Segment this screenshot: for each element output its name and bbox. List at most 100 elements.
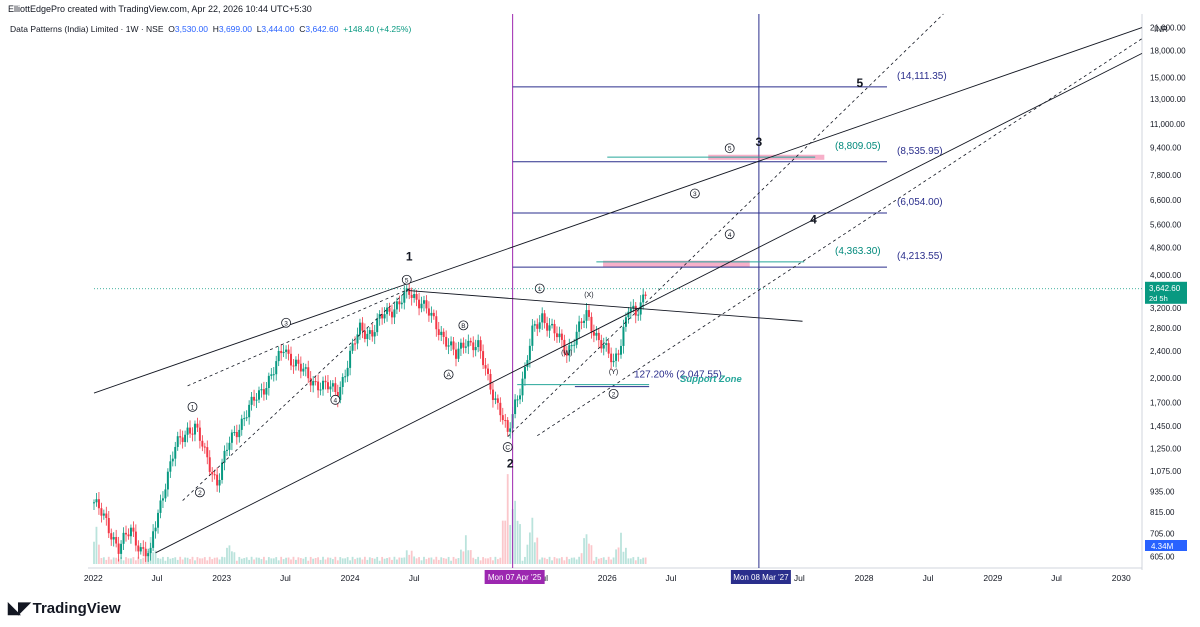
volume-bar (130, 558, 132, 564)
volume-bar (102, 557, 105, 564)
candle-body (100, 508, 103, 516)
y-tick-label: 1,700.00 (1150, 398, 1182, 407)
volume-bar (381, 556, 384, 564)
volume-bar (356, 557, 359, 564)
volume-bar (196, 557, 199, 564)
candle-body (134, 531, 137, 546)
candle-body (425, 300, 428, 309)
candle-body (344, 376, 347, 378)
candle-body (602, 345, 605, 349)
volume-bar (142, 557, 145, 564)
candle-body (275, 361, 278, 375)
low-value: 3,444.00 (261, 24, 295, 34)
candle-body (149, 547, 152, 554)
volume-bar (487, 558, 489, 564)
wave-circle (724, 143, 735, 154)
volume-bar (115, 557, 118, 564)
volume-bar (408, 554, 411, 564)
candle-body (142, 547, 145, 549)
volume-bar (477, 556, 480, 564)
date-marker-badge (484, 570, 545, 584)
candle-body (403, 291, 406, 303)
candle-body (457, 348, 460, 359)
candle-body (484, 365, 487, 369)
change-value: +148.40 (+4.25%) (343, 24, 412, 34)
wave-circle (502, 442, 513, 452)
candle-body (154, 527, 157, 532)
volume-bar (432, 559, 435, 564)
volume-bar (317, 557, 319, 564)
candle-body (297, 359, 300, 364)
volume-bar (290, 559, 292, 564)
volume-bar (110, 559, 113, 564)
volume-bar (363, 556, 366, 564)
wave-label: 3 (756, 135, 763, 149)
channel-line (408, 290, 803, 322)
volume-bar (157, 558, 159, 564)
volume-bar (201, 558, 204, 564)
tradingview-logo[interactable]: ◣◤ TradingView (8, 598, 121, 618)
last-price-badge (1145, 281, 1187, 304)
candle-body (452, 341, 455, 350)
y-tick-label: 3,200.00 (1150, 304, 1182, 313)
volume-bar (472, 557, 475, 564)
volume-bar (607, 556, 610, 564)
volume-bar (265, 560, 268, 564)
candle-body (390, 311, 393, 318)
volume-bar (344, 558, 347, 564)
candle-body (371, 330, 374, 337)
candle-body (137, 545, 140, 552)
candle-body (115, 537, 118, 544)
candle-body (93, 502, 95, 504)
candle-body (102, 513, 105, 516)
candle-body (331, 383, 334, 387)
volume-bar (435, 556, 438, 564)
candle-body (595, 332, 598, 336)
volume-bar (368, 557, 371, 564)
candle-body (600, 340, 603, 349)
wave-paren-label: (W) (561, 350, 572, 357)
volume-bar (568, 559, 571, 564)
candle-body (351, 343, 354, 351)
y-tick-label: 1,250.00 (1150, 444, 1182, 453)
volume-bar (526, 544, 529, 564)
candle-body (555, 333, 558, 338)
dashed-channel-line (187, 288, 411, 387)
candle-body (523, 366, 526, 379)
volume-bar (622, 551, 625, 564)
candle-body (519, 395, 522, 400)
volume-bar (105, 559, 108, 564)
candle-body (174, 446, 177, 459)
candle-body (272, 374, 275, 376)
volume-bar (211, 559, 214, 564)
volume-bar (585, 534, 588, 564)
candle-body (627, 311, 630, 318)
candle-body (459, 342, 462, 349)
volume-bar (479, 560, 482, 564)
volume-bar (329, 557, 332, 564)
candle-body (447, 345, 450, 347)
volume-bar (464, 535, 467, 564)
volume-bar (499, 557, 502, 564)
volume-bar (563, 560, 566, 564)
open-label: O (168, 24, 175, 34)
channel-line (155, 52, 1143, 554)
wave-circle (330, 394, 341, 405)
y-tick-label: 605.00 (1150, 552, 1175, 561)
volume-bar (302, 558, 305, 564)
candle-body (538, 322, 541, 329)
candle-body (181, 437, 184, 443)
x-tick-label: 2028 (855, 573, 874, 583)
volume-bar (275, 557, 278, 564)
volume-bar (324, 559, 327, 564)
close-value: 3,642.60 (305, 24, 339, 34)
volume-bar (253, 559, 255, 564)
volume-bar (127, 558, 130, 564)
candle-body (501, 415, 504, 421)
volume-bar (642, 557, 645, 564)
candle-body (605, 343, 608, 346)
candle-body (184, 434, 187, 443)
volume-bar (307, 560, 310, 564)
candle-body (341, 376, 344, 387)
